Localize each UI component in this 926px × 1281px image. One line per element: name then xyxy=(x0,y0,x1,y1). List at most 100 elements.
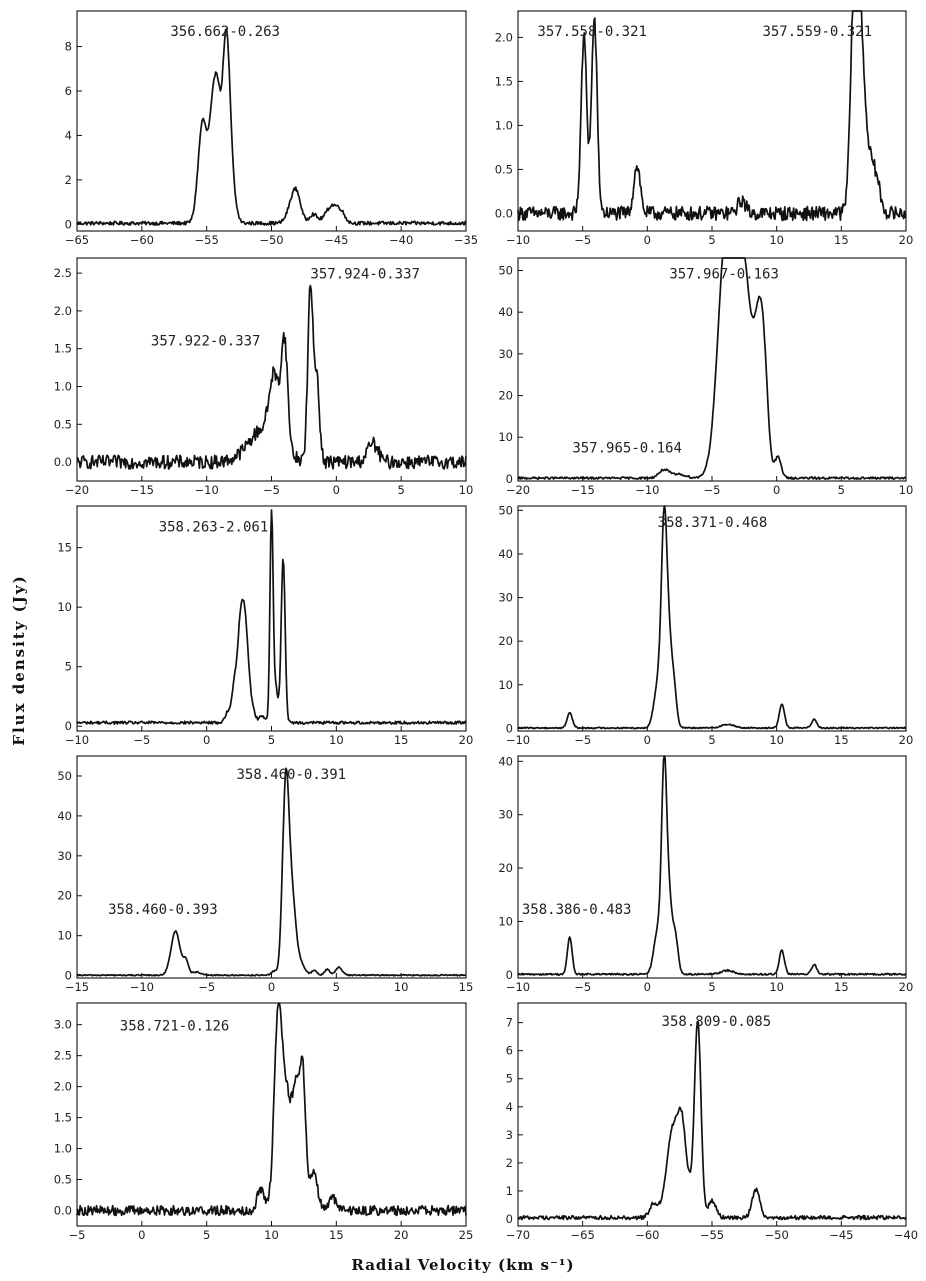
x-tick-label: −50 xyxy=(259,233,283,247)
x-tick-label: −35 xyxy=(454,233,478,247)
x-tick-label: −5 xyxy=(574,733,591,747)
plot-frame xyxy=(76,755,467,979)
y-tick-label: 6 xyxy=(506,1044,513,1058)
source-label: 358.460-0.391 xyxy=(236,767,346,783)
x-tick-label: −10 xyxy=(506,733,530,747)
source-label: 356.662-0.263 xyxy=(170,24,280,40)
x-tick-label: −5 xyxy=(198,980,215,994)
y-tick-label: 30 xyxy=(498,808,513,822)
source-label: 358.809-0.085 xyxy=(662,1014,772,1030)
x-tick-label: −5 xyxy=(704,483,721,497)
spectrum-line xyxy=(76,509,467,725)
x-tick-label: 25 xyxy=(459,1228,474,1242)
y-tick-label: 30 xyxy=(57,849,72,863)
source-label: 358.460-0.393 xyxy=(108,902,218,918)
y-tick-label: 40 xyxy=(498,754,513,768)
x-tick-label: 15 xyxy=(394,733,409,747)
spectrum-panel: −10 −5 0 5 10 15 20 0 10 20 30 40 358.386-0.483 xyxy=(498,754,913,994)
x-tick-label: −5 xyxy=(69,1228,86,1242)
x-tick-label: −10 xyxy=(65,733,89,747)
spectrum-line xyxy=(76,767,467,977)
spectrum-panel: −15 −10 −5 0 5 10 15 0 10 20 30 40 50 358.460-0.391 35… xyxy=(57,755,473,994)
x-tick-label: 5 xyxy=(838,483,845,497)
x-tick-label: 5 xyxy=(268,733,275,747)
source-label: 358.371-0.468 xyxy=(658,515,768,531)
x-tick-label: 10 xyxy=(394,980,409,994)
y-tick-label: 0 xyxy=(506,1212,513,1226)
spectrum-panel: −20 −15 −10 −5 0 5 10 0.0 0.5 1.0 1.5 2.0 2.5 357.924… xyxy=(54,257,474,497)
x-tick-label: −15 xyxy=(65,980,89,994)
x-tick-label: −10 xyxy=(635,483,659,497)
x-tick-label: −40 xyxy=(894,1228,918,1242)
y-tick-label: 0 xyxy=(65,719,72,733)
y-tick-label: 7 xyxy=(506,1016,513,1030)
y-tick-label: 0.5 xyxy=(54,417,72,431)
y-tick-label: 20 xyxy=(498,389,513,403)
plot-frame xyxy=(517,755,907,979)
y-tick-label: 10 xyxy=(57,600,72,614)
y-tick-label: 50 xyxy=(498,503,513,517)
y-tick-label: 1.5 xyxy=(54,1111,72,1125)
x-tick-label: −20 xyxy=(65,483,89,497)
x-tick-label: −10 xyxy=(506,233,530,247)
plot-frame xyxy=(76,10,467,232)
spectrum-line xyxy=(517,1020,907,1221)
y-tick-label: 0 xyxy=(65,217,72,231)
x-tick-label: −65 xyxy=(65,233,89,247)
y-tick-label: 50 xyxy=(498,264,513,278)
spectrum-panel: −20 −15 −10 −5 0 5 10 0 10 20 30 40 50 357.967-0.163 3… xyxy=(498,257,914,497)
source-label: 358.263-2.061 xyxy=(159,519,269,535)
x-tick-label: 20 xyxy=(459,733,474,747)
x-tick-label: −70 xyxy=(506,1228,530,1242)
x-axis-title: Radial Velocity (km s⁻¹) xyxy=(351,1256,575,1274)
x-tick-label: −10 xyxy=(195,483,219,497)
x-tick-label: −15 xyxy=(130,483,154,497)
y-tick-label: 40 xyxy=(57,809,72,823)
x-tick-label: −5 xyxy=(574,233,591,247)
y-tick-label: 0 xyxy=(65,969,72,983)
x-tick-label: −20 xyxy=(506,483,530,497)
x-tick-label: 5 xyxy=(708,733,715,747)
spectrum-panel: −65 −60 −55 −50 −45 −40 −35 0 2 4 6 8 356.662-0.263 xyxy=(65,10,478,247)
y-tick-label: 5 xyxy=(65,660,72,674)
x-tick-label: 10 xyxy=(899,483,914,497)
x-tick-label: 20 xyxy=(899,733,914,747)
y-tick-label: 0 xyxy=(506,721,513,735)
x-tick-label: −10 xyxy=(130,980,154,994)
x-tick-label: −5 xyxy=(263,483,280,497)
x-tick-label: −60 xyxy=(130,233,154,247)
x-tick-label: 0 xyxy=(138,1228,145,1242)
y-tick-label: 3.0 xyxy=(54,1018,72,1032)
x-tick-label: 0 xyxy=(644,980,651,994)
y-tick-label: 0.5 xyxy=(495,162,513,176)
y-tick-label: 0.5 xyxy=(54,1173,72,1187)
x-tick-label: 5 xyxy=(708,233,715,247)
y-tick-label: 10 xyxy=(498,430,513,444)
x-tick-label: 15 xyxy=(329,1228,344,1242)
x-tick-label: 10 xyxy=(264,1228,279,1242)
x-tick-label: 5 xyxy=(203,1228,210,1242)
y-tick-label: 3 xyxy=(506,1128,513,1142)
spectrum-panel: −10 −5 0 5 10 15 20 0.0 0.5 1.0 1.5 2.0 357.558-0.32… xyxy=(495,10,913,247)
source-label: 357.967-0.163 xyxy=(669,267,779,283)
x-tick-label: −45 xyxy=(324,233,348,247)
x-tick-label: 0 xyxy=(773,483,780,497)
x-tick-label: 15 xyxy=(834,980,849,994)
y-tick-label: 1.5 xyxy=(495,74,513,88)
x-tick-label: 10 xyxy=(769,733,784,747)
spectrum-panel: −5 0 5 10 15 20 25 0.0 0.5 1.0 1.5 2.0 2.5 3.0 358.721… xyxy=(54,1002,474,1242)
plot-frame xyxy=(517,505,907,732)
y-tick-label: 20 xyxy=(57,889,72,903)
plot-frame xyxy=(517,10,907,232)
x-tick-label: 0 xyxy=(644,233,651,247)
y-tick-label: 0 xyxy=(506,472,513,486)
source-label: 358.386-0.483 xyxy=(522,902,632,918)
plot-frame xyxy=(76,257,467,482)
x-tick-label: 0 xyxy=(644,733,651,747)
spectrum-line xyxy=(76,1002,467,1217)
y-tick-label: 20 xyxy=(498,861,513,875)
x-tick-label: −5 xyxy=(574,980,591,994)
source-label: 357.922-0.337 xyxy=(151,334,261,350)
x-tick-label: 10 xyxy=(459,483,474,497)
x-tick-label: 10 xyxy=(769,233,784,247)
